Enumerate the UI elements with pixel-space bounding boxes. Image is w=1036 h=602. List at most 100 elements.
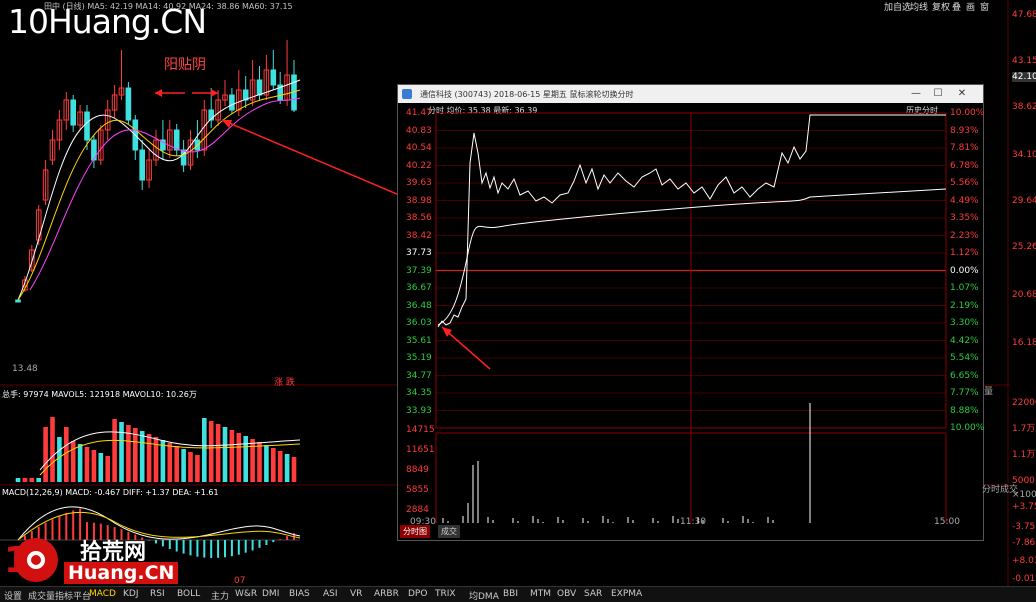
indicator-tab-11[interactable]: ASI — [323, 589, 338, 599]
brand-logo: 1 拾荒网 Huang.CN — [0, 530, 190, 588]
indicator-tab-10[interactable]: BIAS — [289, 589, 310, 599]
intraday-price-axis-label: 39.63 — [406, 178, 432, 188]
indicator-tab-18[interactable]: MTM — [530, 589, 552, 599]
popup-titlebar[interactable]: 通信科技 (300743) 2018-06-15 星期五 鼠标滚轮切换分时 — … — [398, 85, 983, 103]
indicator-tab-6[interactable]: BOLL — [177, 589, 201, 599]
intraday-volume-axis-label: 8849 — [406, 465, 429, 475]
axis-price: 43.15 — [1012, 56, 1036, 66]
axis-macd: -7.86 — [1012, 538, 1036, 548]
candle-body — [125, 87, 132, 121]
candle-body — [153, 139, 159, 161]
intraday-price-axis-label: 38.98 — [406, 195, 432, 206]
intraday-price-line — [437, 114, 946, 328]
indicator-tab-14[interactable]: DPO — [408, 589, 428, 599]
indicator-tab-0[interactable]: 设置 — [4, 592, 23, 602]
logo-graphic: 1 — [4, 538, 58, 582]
axis-volume: 5000 — [1012, 476, 1035, 486]
volume-bar — [50, 417, 55, 482]
volume-bar — [277, 451, 283, 482]
intraday-chart — [435, 112, 947, 523]
indicator-tab-17[interactable]: BBI — [503, 589, 519, 599]
indicator-tab-3[interactable]: MACD — [89, 589, 116, 599]
popup-info: 分时 均价: 35.38 最新: 36.39 — [428, 106, 538, 115]
minimize-button[interactable]: — — [911, 88, 921, 99]
volume-bar — [105, 456, 110, 482]
volume-bar — [229, 430, 235, 482]
menu-draw[interactable]: 画 — [966, 3, 976, 13]
candle-body — [15, 299, 21, 303]
indicator-tab-4[interactable]: KDJ — [123, 589, 139, 599]
indicator-tab-16[interactable]: 均DMA — [469, 592, 499, 602]
indicator-tab-21[interactable]: EXPMA — [611, 589, 643, 599]
svg-text:1: 1 — [4, 540, 29, 581]
indicator-tab-19[interactable]: OBV — [557, 589, 577, 599]
intraday-volume-axis-label: 5855 — [406, 485, 429, 495]
candle-body — [146, 159, 152, 181]
axis-macd: -0.019 — [1012, 574, 1036, 584]
indicator-tab-13[interactable]: ARBR — [374, 589, 399, 599]
indicator-tab-12[interactable]: VR — [350, 589, 363, 599]
candle-body — [270, 69, 277, 86]
volume-bar — [284, 454, 290, 482]
axis-price: 16.18 — [1012, 338, 1036, 348]
intraday-pct-axis-label: 10.00% — [950, 423, 985, 433]
annotation-yang-tie-yin: 阳贴阴 — [164, 57, 206, 73]
indicator-tab-7[interactable]: 主力 — [211, 592, 230, 602]
menu-add-favorite[interactable]: 加自选 — [884, 3, 912, 13]
annotation-arrowhead — [155, 89, 162, 97]
maximize-button[interactable]: ☐ — [933, 88, 943, 99]
axis-price: 29.64 — [1012, 196, 1036, 206]
intraday-popup-window[interactable]: 通信科技 (300743) 2018-06-15 星期五 鼠标滚轮切换分时 — … — [397, 84, 1018, 541]
volume-bar — [250, 439, 255, 482]
intraday-pct-axis-label: 10.00% — [950, 108, 985, 118]
candle-body — [173, 129, 180, 151]
indicator-tab-20[interactable]: SAR — [584, 589, 603, 599]
watermark-text: 10Huang.CN — [8, 2, 207, 41]
intraday-pct-axis-label: 4.49% — [950, 195, 979, 206]
volume-bar — [188, 452, 193, 482]
intraday-price-axis-label: 38.56 — [406, 213, 432, 223]
axis-price: 25.26 — [1012, 242, 1036, 252]
axis-volume: 22000 — [1012, 398, 1036, 408]
candle-body — [56, 119, 63, 141]
menu-window[interactable]: 窗 — [980, 3, 990, 13]
candle-body — [84, 111, 90, 141]
history-intraday-label[interactable]: 历史分时 — [906, 106, 938, 115]
popup-tabbar: 分时图 成交 — [398, 523, 983, 539]
volume-bar — [160, 440, 166, 482]
volume-bar — [236, 433, 242, 482]
volume-right-label: 分时成交 — [982, 485, 1019, 495]
indicator-tab-9[interactable]: DMI — [262, 589, 280, 599]
indicator-tab-8[interactable]: W&R — [235, 589, 258, 599]
intraday-pct-axis-label: 1.12% — [950, 248, 979, 258]
candle-body — [256, 79, 263, 96]
candle-body — [263, 69, 270, 96]
indicator-tab-15[interactable]: TRIX — [435, 589, 456, 599]
indicator-tab-5[interactable]: RSI — [150, 589, 165, 599]
candle-body — [104, 109, 111, 131]
axis-macd: +3.75 — [1012, 502, 1036, 512]
menu-overlay[interactable]: 叠 — [952, 3, 962, 13]
menu-ma[interactable]: 均线 — [910, 3, 929, 13]
indicator-tab-1[interactable]: 成交量 — [28, 592, 56, 602]
axis-volume: 1.7万 — [1012, 424, 1036, 434]
intraday-price-axis-label: 36.03 — [406, 318, 432, 328]
intraday-pct-axis-label: 7.81% — [950, 143, 979, 153]
intraday-volume-axis-label: 11651 — [406, 445, 435, 455]
volume-bar — [70, 441, 76, 482]
volume-bar — [291, 457, 297, 482]
volume-bar — [15, 478, 21, 482]
intraday-pct-axis-label: 6.65% — [950, 370, 979, 381]
axis-volume: 1.1万 — [1012, 450, 1036, 460]
volume-ma-line — [39, 431, 301, 471]
macd-dea-line — [17, 511, 301, 541]
close-button[interactable]: ✕ — [957, 88, 967, 99]
volume-bar — [77, 444, 83, 482]
intraday-price-axis-label: 34.35 — [406, 388, 432, 398]
tab-trades[interactable]: 成交 — [438, 525, 460, 538]
intraday-pct-axis-label: 2.23% — [950, 230, 979, 241]
indicator-tab-2[interactable]: 指标平台 — [55, 592, 92, 602]
tab-intraday[interactable]: 分时图 — [400, 525, 430, 538]
menu-restore-rights[interactable]: 复权 — [932, 3, 951, 13]
